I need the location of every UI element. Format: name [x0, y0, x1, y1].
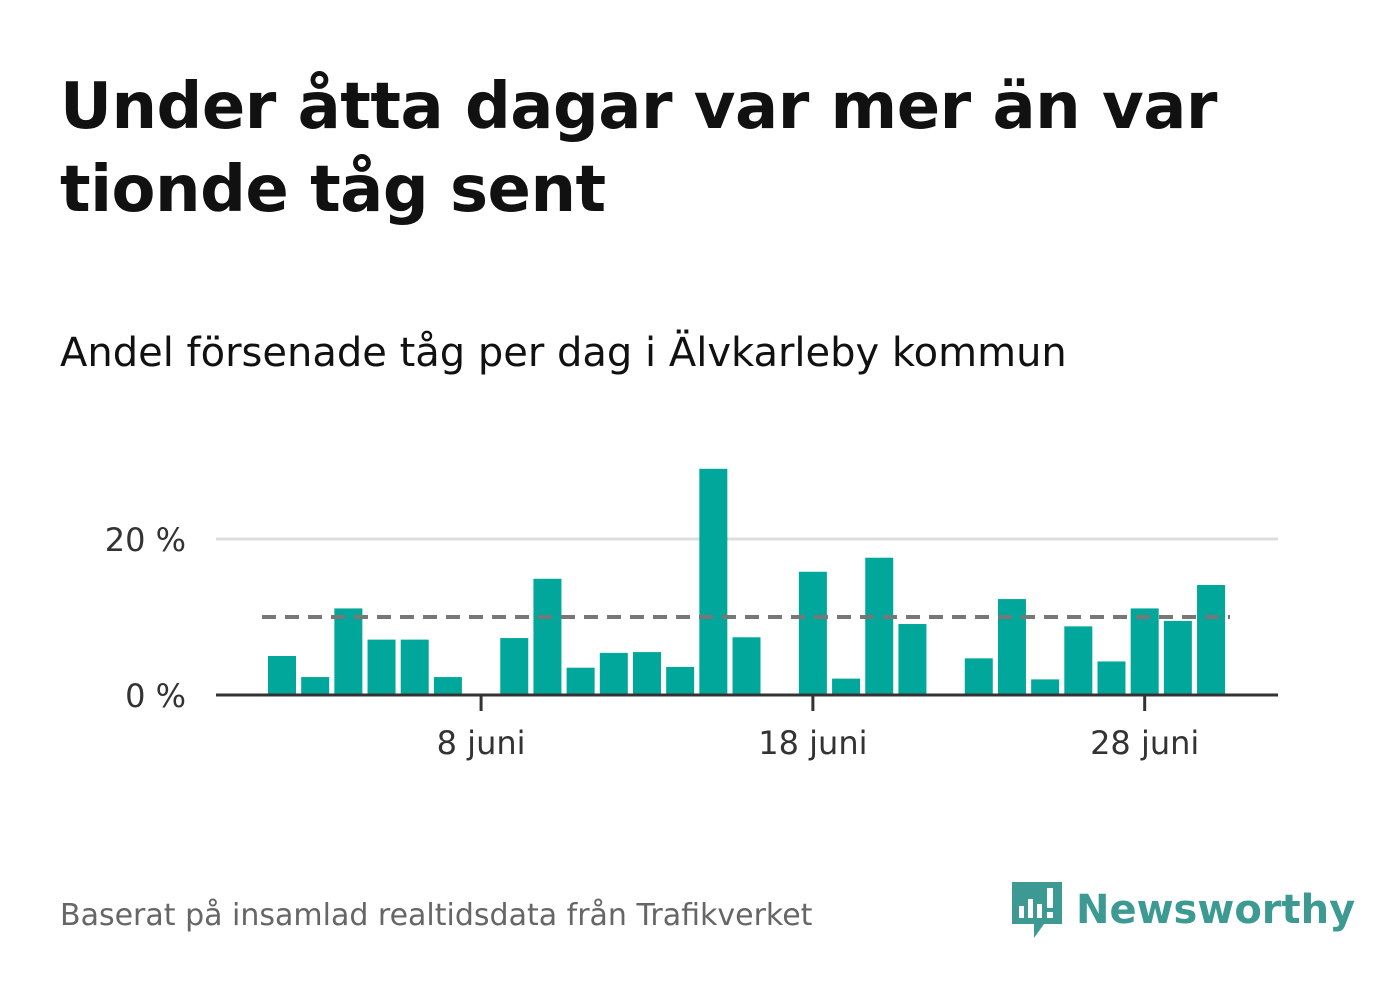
bar [832, 678, 861, 695]
x-tick-label: 18 juni [758, 724, 867, 762]
bar [500, 638, 529, 695]
bar [268, 656, 296, 695]
chart-title: Under åtta dagar var mer än var tionde t… [60, 70, 1217, 227]
brand-name: Newsworthy [1076, 887, 1356, 933]
bar [1031, 679, 1060, 695]
source-note: Baserat på insamlad realtidsdata från Tr… [60, 898, 813, 933]
y-tick-label: 20 % [105, 521, 186, 559]
bar [732, 637, 761, 695]
x-tick-label: 8 juni [437, 724, 526, 762]
bar [1130, 608, 1159, 695]
bar [400, 639, 429, 695]
bar [566, 667, 595, 695]
bar [367, 639, 396, 695]
bar [997, 599, 1026, 695]
bar [898, 624, 927, 695]
brand-logo: Newsworthy [1010, 878, 1355, 942]
bar [433, 677, 462, 695]
newsworthy-logo-icon [1012, 882, 1062, 938]
bar [1097, 661, 1126, 695]
bar [798, 571, 827, 695]
y-tick-label: 0 % [125, 677, 186, 715]
bar-chart: 0 % 20 % 8 juni 18 juni 28 juni [105, 468, 1278, 762]
bar [1064, 626, 1093, 695]
bar [964, 658, 993, 695]
bar [599, 652, 628, 695]
bar [334, 608, 363, 695]
bar [666, 666, 695, 695]
bar [1197, 585, 1226, 695]
bar [699, 468, 728, 695]
bar [632, 652, 661, 695]
bar [533, 578, 562, 695]
bar [865, 557, 894, 695]
bar [301, 677, 330, 695]
x-tick-label: 28 juni [1090, 724, 1199, 762]
chart-subtitle: Andel försenade tåg per dag i Älvkarleby… [60, 330, 1067, 376]
bar [1163, 620, 1192, 695]
